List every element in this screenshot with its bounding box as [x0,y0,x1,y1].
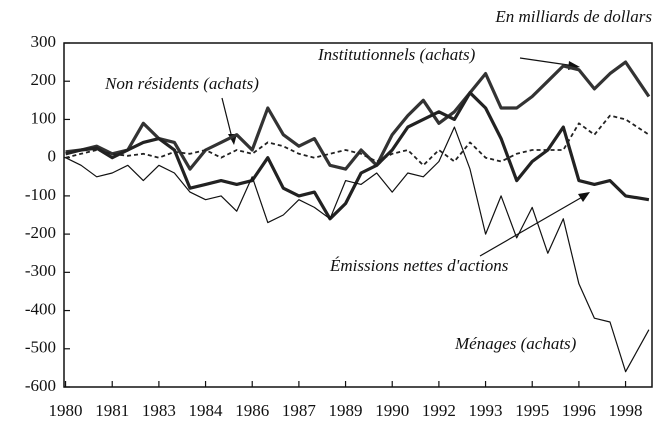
series-line [65,126,650,373]
x-tick-label: 1987 [282,401,317,420]
arrow-head [578,192,590,202]
chart-title: En milliards de dollars [494,7,652,26]
y-tick-label: -100 [25,185,56,204]
annotation: Émissions nettes d'actions [329,256,509,275]
x-tick-label: 1992 [422,401,456,420]
y-tick-label: -200 [25,223,56,242]
x-tick-label: 1981 [95,401,129,420]
x-tick-label: 1984 [189,401,224,420]
plot-frame [63,42,653,388]
y-tick-label: -600 [25,376,56,395]
arrow [221,97,233,139]
arrow [519,57,576,67]
x-tick-label: 1983 [142,401,176,420]
x-tick-label: 1995 [515,401,549,420]
y-tick-label: -500 [25,338,56,357]
x-tick-label: 1980 [49,401,83,420]
y-tick-label: 200 [31,70,57,89]
series-line [65,91,650,221]
y-tick-label: 100 [31,108,57,127]
x-tick-label: 1989 [329,401,363,420]
annotation: Institutionnels (achats) [317,45,476,64]
annotation: Ménages (achats) [454,334,577,353]
y-tick-label: 0 [48,147,57,166]
y-tick-label: -300 [25,261,56,280]
x-tick-label: 1998 [609,401,643,420]
x-tick-label: 1993 [469,401,503,420]
arrow [479,195,585,257]
x-tick-label: 1990 [375,401,409,420]
annotation: Non résidents (achats) [104,74,259,93]
y-tick-label: -400 [25,299,56,318]
x-tick-label: 1986 [235,401,269,420]
x-tick-label: 1996 [562,401,596,420]
y-tick-label: 300 [31,32,57,51]
